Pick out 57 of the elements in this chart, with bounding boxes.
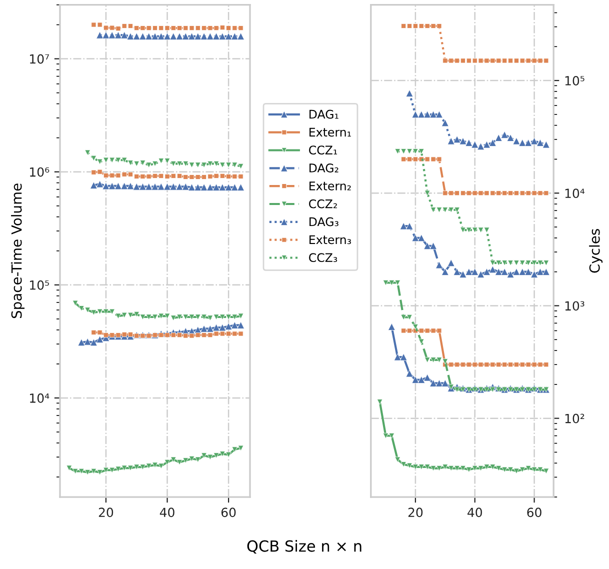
point [90, 182, 98, 189]
y-tick-label: 10² [565, 414, 584, 424]
legend-label: Extern₃ [310, 235, 351, 244]
point [177, 332, 182, 338]
point [508, 190, 514, 196]
point [460, 362, 466, 368]
y-axis-title: Space-Time Volume [11, 184, 24, 318]
legend-label: Extern₂ [310, 182, 351, 190]
point [134, 174, 140, 179]
point [407, 328, 412, 334]
point [226, 174, 232, 179]
legend-label: CCZ₃ [309, 253, 338, 262]
x-tick-label: 20 [408, 508, 423, 518]
y-tick-label: 10³ [565, 301, 584, 311]
point [388, 323, 396, 330]
y-tick-label: 10⁶ [30, 167, 50, 177]
point [164, 174, 170, 179]
legend-label: DAG₃ [310, 217, 338, 226]
point [177, 26, 182, 31]
point [158, 158, 164, 164]
point [471, 268, 479, 276]
point [430, 23, 436, 28]
x-tick-label: 40 [160, 508, 174, 518]
point [237, 184, 244, 191]
point [128, 172, 133, 177]
point [436, 23, 442, 28]
point [220, 25, 225, 30]
legend-label: Extern₁ [310, 128, 351, 137]
point [407, 23, 412, 28]
legend-label: DAG₁ [310, 110, 338, 119]
y-axis-title: Cycles [589, 229, 603, 273]
legend-label: CCZ₁ [309, 146, 338, 155]
x-tick-label: 20 [98, 508, 114, 518]
y-tick-label: 10⁵ [565, 76, 584, 86]
point [412, 23, 418, 28]
legend-label: DAG₂ [310, 164, 338, 172]
point [460, 190, 466, 196]
point [128, 23, 133, 28]
x-axis-title: QCB Size n × n [247, 540, 362, 554]
point [202, 174, 207, 180]
point [195, 174, 200, 180]
point [128, 332, 133, 337]
y-tick-label: 10⁴ [30, 393, 50, 403]
point [146, 174, 152, 179]
y-tick-label: 10⁵ [30, 280, 49, 290]
point [524, 268, 532, 276]
point [454, 58, 460, 64]
x-tick-label: 40 [468, 508, 482, 518]
y-tick-label: 10⁴ [565, 188, 585, 198]
point [96, 336, 104, 344]
x-tick-label: 60 [221, 508, 236, 518]
point [183, 174, 188, 180]
y-tick-label: 10⁷ [30, 54, 49, 64]
point [424, 23, 430, 28]
point [202, 26, 207, 31]
x-tick-label: 60 [527, 508, 542, 518]
legend-label: CCZ₂ [309, 199, 337, 208]
